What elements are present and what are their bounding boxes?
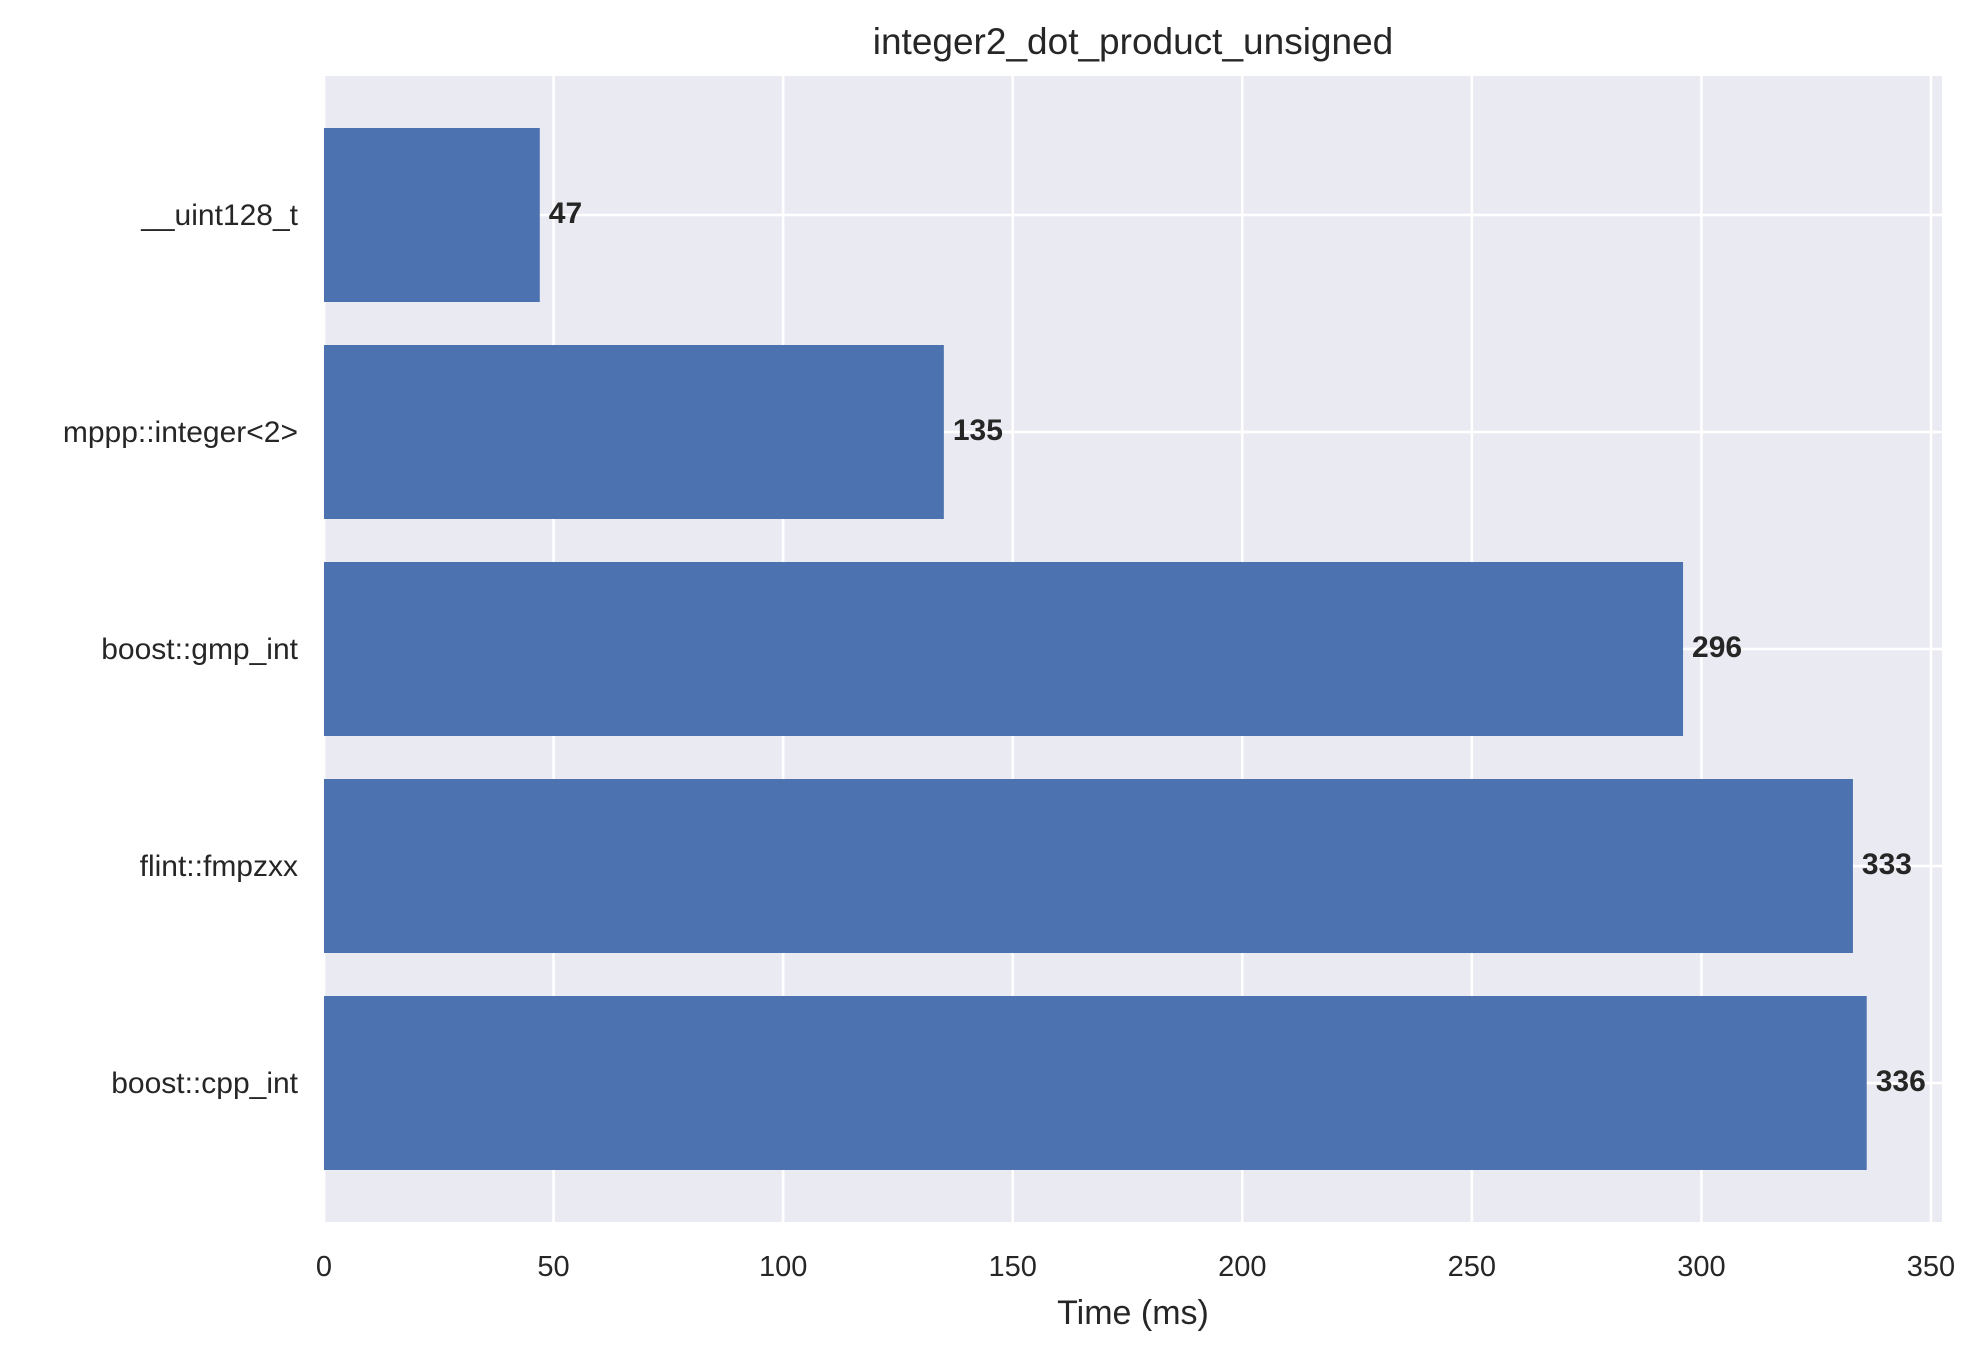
x-tick-label: 300	[1677, 1251, 1725, 1283]
bar	[324, 562, 1684, 736]
category-label: boost::cpp_int	[111, 1067, 298, 1100]
bars	[324, 128, 1867, 1170]
x-tick-label: 0	[316, 1251, 332, 1283]
x-tick-label: 50	[537, 1251, 569, 1283]
category-label: boost::gmp_int	[101, 633, 298, 666]
chart-title: integer2_dot_product_unsigned	[873, 21, 1393, 62]
x-tick-label: 350	[1907, 1251, 1955, 1283]
category-label: __uint128_t	[140, 199, 298, 232]
x-tick-label: 100	[759, 1251, 807, 1283]
bar	[324, 128, 540, 302]
bar-value-label: 333	[1862, 848, 1912, 881]
bar-value-label: 47	[549, 197, 582, 230]
category-label: flint::fmpzxx	[140, 850, 298, 883]
bar	[324, 345, 944, 519]
category-labels: __uint128_tmppp::integer<2>boost::gmp_in…	[63, 199, 299, 1100]
x-tick-label: 250	[1448, 1251, 1496, 1283]
bar-value-label: 135	[953, 414, 1003, 447]
data-labels: 47 135 296 333 336	[549, 197, 1926, 1098]
x-tick-label: 150	[989, 1251, 1037, 1283]
bar-value-label: 336	[1876, 1065, 1926, 1098]
bar	[324, 996, 1867, 1170]
x-tick-labels: 0 50 100 150 200 250 300 350	[316, 1251, 1955, 1283]
category-label: mppp::integer<2>	[63, 416, 298, 449]
bar	[324, 779, 1853, 953]
x-axis-label: Time (ms)	[1057, 1294, 1209, 1332]
x-tick-label: 200	[1218, 1251, 1266, 1283]
bar-value-label: 296	[1692, 631, 1742, 664]
